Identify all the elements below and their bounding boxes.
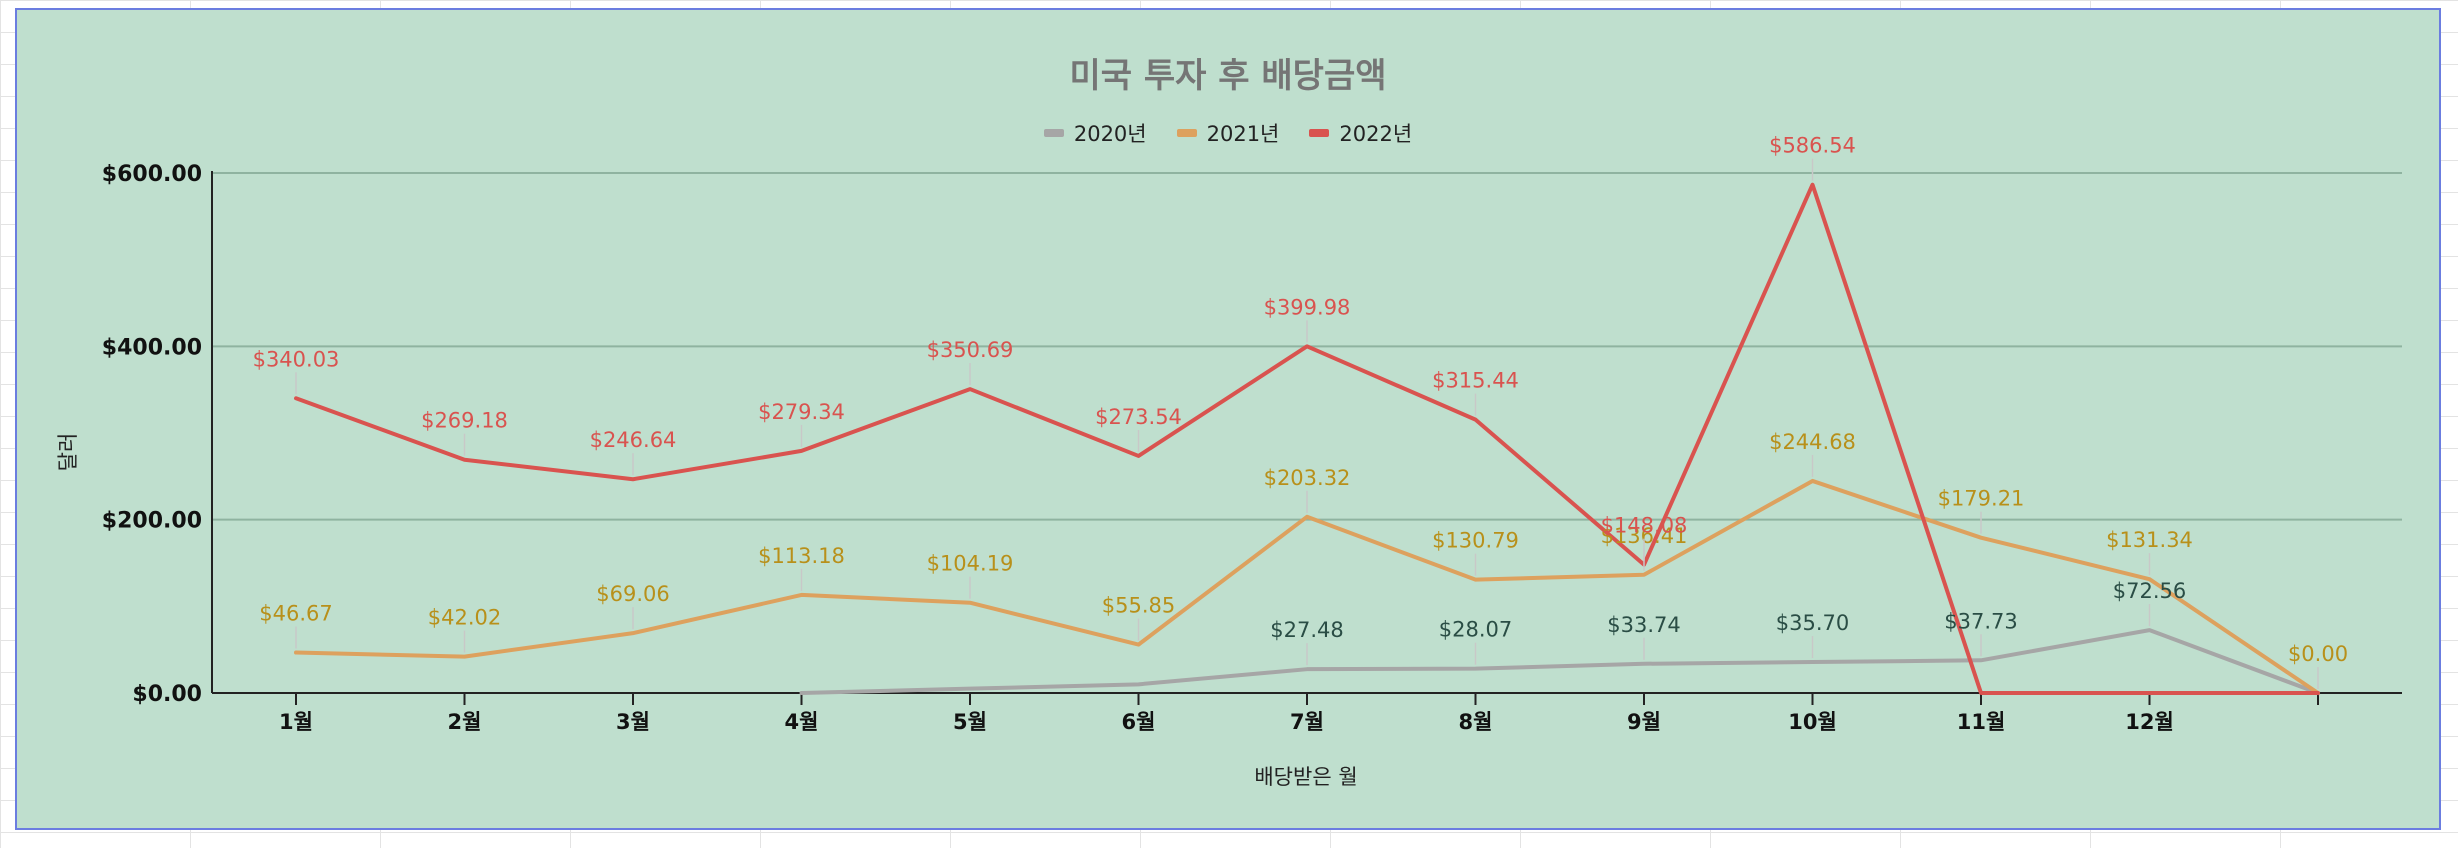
legend-swatch-2020 [1043,129,1064,137]
series-line-0 [799,628,2320,695]
series-line-1 [294,478,2320,695]
data-label: $55.85 [1102,594,1175,618]
data-label: $273.54 [1095,405,1182,429]
data-label: $69.06 [596,582,669,606]
data-label: $46.67 [259,602,332,626]
data-label: $131.34 [2106,528,2193,552]
data-label: $37.73 [1944,609,2017,633]
data-label: $340.03 [253,347,340,371]
legend-swatch-2022 [1309,129,1330,137]
y-tick-label: $0.00 [132,682,202,707]
y-tick-label: $400.00 [102,335,202,360]
data-label: $315.44 [1432,369,1519,393]
legend-item-2021: 2021년 [1176,118,1280,148]
x-tick-label: 2월 [448,710,482,734]
x-tick-label: 1월 [279,710,313,734]
data-label: $246.64 [590,428,677,452]
data-label: $28.07 [1439,618,1512,642]
data-label: $350.69 [927,338,1014,362]
data-label: $203.32 [1264,466,1351,490]
data-label: $279.34 [758,400,845,424]
x-tick-label: 9월 [1627,710,1661,734]
data-label: $35.70 [1776,611,1849,635]
legend-swatch-2021 [1176,129,1197,137]
x-tick-label: 3월 [616,710,650,734]
legend-label-2022: 2022년 [1339,122,1413,146]
x-tick-label: 11월 [1957,710,2006,734]
x-tick-label: 10월 [1788,710,1837,734]
data-label: $33.74 [1607,613,1680,637]
x-tick-label: 8월 [1459,710,1493,734]
legend-item-2020: 2020년 [1043,118,1147,148]
x-tick-label: 4월 [785,710,819,734]
y-axis-title: 달러 [56,433,80,472]
legend-label-2021: 2021년 [1206,122,1280,146]
legend-label-2020: 2020년 [1073,122,1147,146]
data-label: $399.98 [1264,295,1351,319]
data-label: $72.56 [2113,579,2186,603]
data-label: $27.48 [1270,618,1343,642]
x-tick-label: 12월 [2125,710,2174,734]
data-label: $244.68 [1769,430,1856,454]
data-label: $130.79 [1432,529,1519,553]
data-label: $113.18 [758,544,845,568]
data-label: $104.19 [927,552,1014,576]
x-tick-label: 6월 [1122,710,1156,734]
chart-title: 미국 투자 후 배당금액 [1069,56,1387,96]
x-axis-title: 배당받은 월 [1254,765,1357,789]
data-label: $148.08 [1601,514,1688,538]
data-label: $586.54 [1769,134,1856,158]
series-line-2 [294,182,2320,695]
chart-legend: 2020년 2021년 2022년 [17,118,2439,148]
x-tick-label: 7월 [1290,710,1324,734]
data-label: $269.18 [421,409,508,433]
legend-item-2022: 2022년 [1309,118,1412,148]
y-tick-label: $200.00 [102,509,202,534]
data-label: $179.21 [1938,487,2025,511]
data-label: $42.02 [428,606,501,630]
data-label: $0.00 [2288,642,2348,666]
y-tick-label: $600.00 [102,162,202,187]
x-tick-label: 5월 [953,710,987,734]
